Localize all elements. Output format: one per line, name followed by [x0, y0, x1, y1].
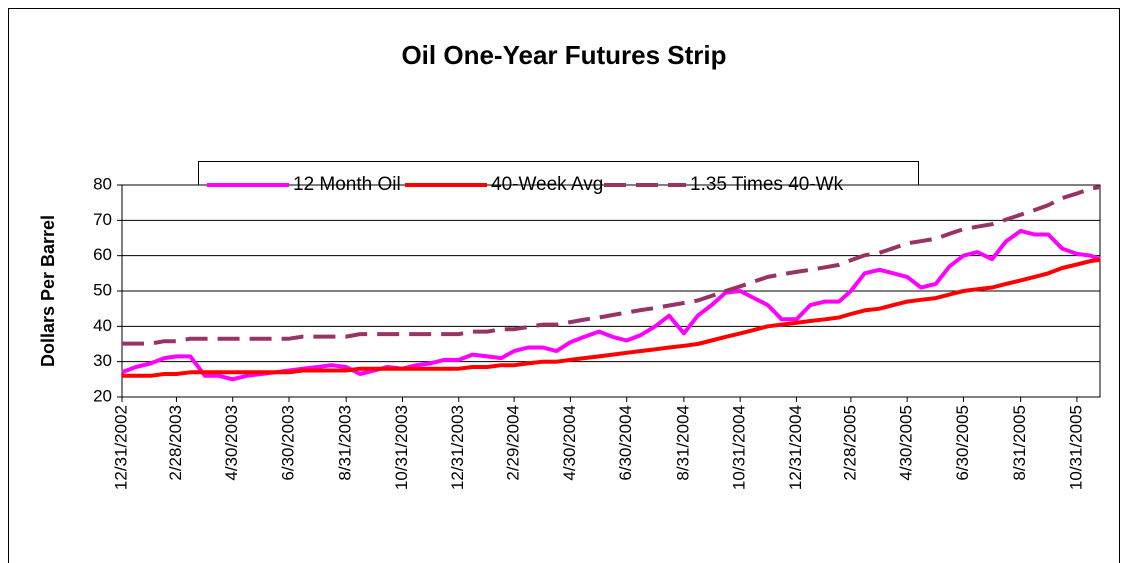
- x-tick-label: 8/31/2004: [673, 405, 692, 481]
- x-tick-label: 4/30/2004: [560, 405, 579, 481]
- legend-label: 40-Week Avg: [491, 174, 603, 195]
- chart-frame: [8, 8, 1120, 563]
- x-tick-label: 12/31/2004: [786, 405, 805, 490]
- y-tick-label: 40: [93, 316, 112, 335]
- y-tick-label: 30: [93, 351, 112, 370]
- x-tick-label: 4/30/2005: [897, 405, 916, 481]
- x-tick-label: 6/30/2005: [953, 405, 972, 481]
- x-tick-label: 4/30/2003: [222, 405, 241, 481]
- y-tick-label: 70: [93, 210, 112, 229]
- x-tick-label: 8/31/2005: [1010, 405, 1029, 481]
- x-tick-label: 2/28/2005: [840, 405, 859, 481]
- x-tick-label: 12/31/2003: [448, 405, 467, 490]
- x-tick-label: 6/30/2003: [278, 405, 297, 481]
- y-axis-label: Dollars Per Barrel: [38, 215, 58, 367]
- x-tick-label: 10/31/2004: [730, 405, 749, 490]
- chart-title: Oil One-Year Futures Strip: [401, 40, 726, 70]
- x-tick-label: 10/31/2005: [1066, 405, 1085, 490]
- series-line: [122, 185, 1101, 346]
- legend-label: 12 Month Oil: [293, 174, 401, 195]
- y-tick-label: 20: [93, 386, 112, 405]
- x-tick-label: 12/31/2002: [111, 405, 130, 490]
- x-tick-label: 2/28/2003: [166, 405, 185, 481]
- series-line: [122, 257, 1101, 378]
- legend-label: 1.35 Times 40-Wk: [690, 174, 844, 195]
- x-tick-label: 2/29/2004: [504, 405, 523, 481]
- y-tick-label: 60: [93, 245, 112, 264]
- x-tick-label: 8/31/2003: [336, 405, 355, 481]
- y-tick-label: 50: [93, 280, 112, 299]
- x-tick-label: 6/30/2004: [616, 405, 635, 481]
- x-tick-label: 10/31/2003: [392, 405, 411, 490]
- y-tick-label: 80: [93, 174, 112, 193]
